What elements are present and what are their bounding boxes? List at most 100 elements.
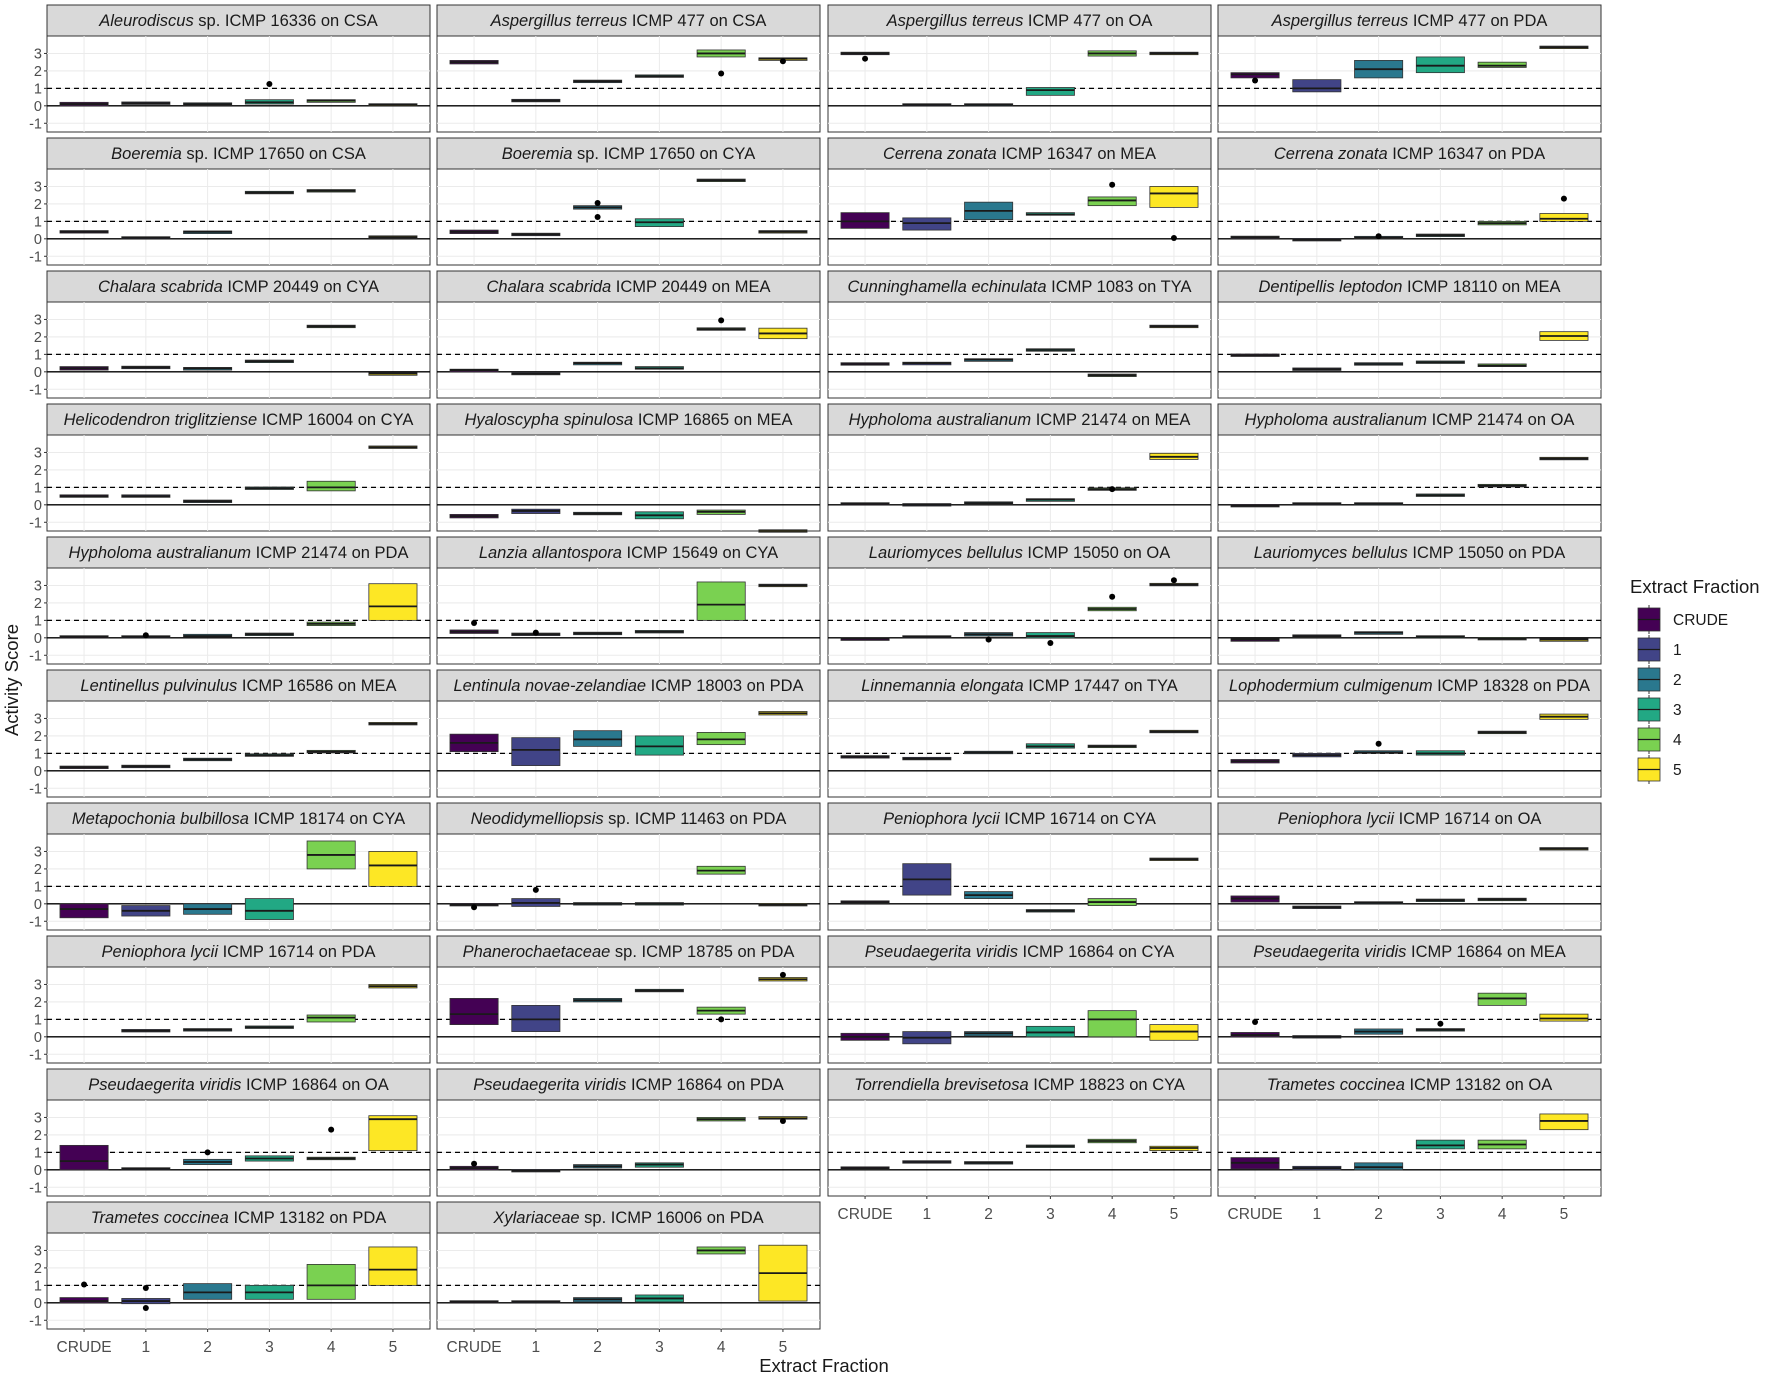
facet-panel: Helicodendron triglitziense ICMP 16004 o… xyxy=(29,403,431,532)
plot-area xyxy=(1217,35,1602,133)
y-tick-label: 3 xyxy=(34,179,42,195)
x-tick-label: 4 xyxy=(1498,1206,1507,1223)
x-tick-label: 3 xyxy=(265,1339,274,1356)
facet-strip xyxy=(1217,137,1602,170)
outlier-point xyxy=(1047,640,1054,647)
facet-panel: Cerrena zonata ICMP 16347 on PDA xyxy=(1217,137,1602,266)
plot-area xyxy=(827,35,1212,133)
legend-label: 1 xyxy=(1673,642,1682,659)
facet-title-rest: ICMP 15050 on PDA xyxy=(1408,544,1565,562)
legend-label: 3 xyxy=(1673,702,1682,719)
facet-strip xyxy=(1217,802,1602,835)
plot-area xyxy=(46,567,431,665)
facet-title: Hypholoma australianum ICMP 21474 on OA xyxy=(1245,411,1575,429)
y-tick-label: 0 xyxy=(34,764,42,780)
x-tick-label: 2 xyxy=(984,1206,993,1223)
facet-title: Cerrena zonata ICMP 16347 on PDA xyxy=(1274,145,1545,163)
outlier-point xyxy=(862,55,869,62)
facet-title: Hypholoma australianum ICMP 21474 on PDA xyxy=(69,544,409,562)
x-tick-label: 2 xyxy=(1374,1206,1383,1223)
x-tick-label: 1 xyxy=(923,1206,932,1223)
plot-area xyxy=(436,168,821,266)
plot-area xyxy=(827,301,1212,399)
x-tick-label: 5 xyxy=(389,1339,398,1356)
plot-area xyxy=(1217,301,1602,399)
facet-title: Pseudaegerita viridis ICMP 16864 on OA xyxy=(88,1076,389,1094)
outlier-point xyxy=(718,1016,725,1023)
facet-title: Aspergillus terreus ICMP 477 on PDA xyxy=(1271,12,1548,30)
y-tick-label: 2 xyxy=(34,64,42,80)
plot-area xyxy=(827,567,1212,665)
facet-title-italic: Cerrena zonata xyxy=(883,145,997,163)
legend-label: 5 xyxy=(1673,762,1682,779)
plot-area xyxy=(436,1099,821,1197)
plot-area xyxy=(46,1099,431,1197)
facet-strip xyxy=(1217,270,1602,303)
facet-title-italic: Dentipellis leptodon xyxy=(1258,278,1402,296)
y-tick-label: 1 xyxy=(34,746,42,762)
facet-title: Lentinellus pulvinulus ICMP 16586 on MEA xyxy=(80,677,396,695)
facet-title-italic: Aleurodiscus xyxy=(98,12,193,30)
box-mark xyxy=(368,851,418,887)
y-tick-label: 0 xyxy=(34,1296,42,1312)
facet-title: Aspergillus terreus ICMP 477 on OA xyxy=(886,12,1153,30)
facet-title-rest: ICMP 16004 on CYA xyxy=(257,411,413,429)
x-tick-label: 4 xyxy=(1108,1206,1117,1223)
y-tick-label: -1 xyxy=(29,1313,42,1329)
facet-title-italic: Helicodendron triglitziense xyxy=(64,411,258,429)
facet-title: Cerrena zonata ICMP 16347 on MEA xyxy=(883,145,1156,163)
facet-title-italic: Peniophora lycii xyxy=(102,943,220,961)
facet-title: Pseudaegerita viridis ICMP 16864 on MEA xyxy=(1253,943,1565,961)
x-tick-label: 5 xyxy=(1560,1206,1569,1223)
legend-label: 4 xyxy=(1673,732,1682,749)
facet-title-rest: sp. ICMP 16006 on PDA xyxy=(580,1209,764,1227)
facet-title-italic: Trametes coccinea xyxy=(1267,1076,1405,1094)
facet-strip xyxy=(827,403,1212,436)
plot-area xyxy=(827,1099,1212,1197)
box-mark xyxy=(59,903,109,919)
facet-title: Lauriomyces bellulus ICMP 15050 on OA xyxy=(869,544,1170,562)
facet-panel: Peniophora lycii ICMP 16714 on CYA xyxy=(827,802,1212,931)
plot-area xyxy=(436,966,821,1064)
facet-title-rest: sp. ICMP 18785 on PDA xyxy=(610,943,794,961)
facet-title-rest: ICMP 18823 on CYA xyxy=(1029,1076,1185,1094)
facet-title-italic: Pseudaegerita viridis xyxy=(865,943,1018,961)
plot-area xyxy=(46,434,431,532)
outlier-point xyxy=(204,1149,211,1156)
facet-title: Neodidymelliopsis sp. ICMP 11463 on PDA xyxy=(471,810,787,828)
x-axis-title: Extract Fraction xyxy=(759,1355,889,1376)
y-tick-label: 2 xyxy=(34,596,42,612)
y-tick-label: 3 xyxy=(34,46,42,62)
x-tick-label: 5 xyxy=(779,1339,788,1356)
facet-panel: Hypholoma australianum ICMP 21474 on PDA… xyxy=(29,536,431,665)
y-tick-label: 3 xyxy=(34,977,42,993)
facet-strip xyxy=(827,1068,1212,1101)
plot-area xyxy=(46,35,431,133)
facet-title: Aspergillus terreus ICMP 477 on CSA xyxy=(490,12,767,30)
y-axis-title: Activity Score xyxy=(1,624,22,736)
facet-title-italic: Linnemannia elongata xyxy=(861,677,1023,695)
outlier-point xyxy=(532,886,539,893)
x-tick-label: 3 xyxy=(655,1339,664,1356)
y-tick-label: -1 xyxy=(29,1180,42,1196)
facet-strip xyxy=(46,270,431,303)
x-tick-label: 4 xyxy=(717,1339,726,1356)
facet-title-italic: Hypholoma australianum xyxy=(849,411,1032,429)
facet-title-italic: Peniophora lycii xyxy=(1278,810,1396,828)
facet-title-rest: ICMP 13182 on PDA xyxy=(229,1209,386,1227)
plot-area xyxy=(436,567,821,665)
facet-panel: Linnemannia elongata ICMP 17447 on TYA xyxy=(827,669,1212,798)
outlier-point xyxy=(142,632,149,639)
facet-title-italic: Lauriomyces bellulus xyxy=(1254,544,1408,562)
x-tick-label: CRUDE xyxy=(838,1206,893,1223)
y-tick-label: 0 xyxy=(34,897,42,913)
plot-area xyxy=(1217,833,1602,931)
legend-label: CRUDE xyxy=(1673,612,1728,629)
facet-title-rest: ICMP 18110 on MEA xyxy=(1402,278,1560,296)
y-tick-label: 3 xyxy=(34,844,42,860)
outlier-point xyxy=(266,81,273,87)
facet-title: Aleurodiscus sp. ICMP 16336 on CSA xyxy=(98,12,378,30)
y-tick-label: 0 xyxy=(34,1030,42,1046)
box-mark xyxy=(1025,87,1075,96)
facet-title-rest: ICMP 18174 on CYA xyxy=(249,810,405,828)
